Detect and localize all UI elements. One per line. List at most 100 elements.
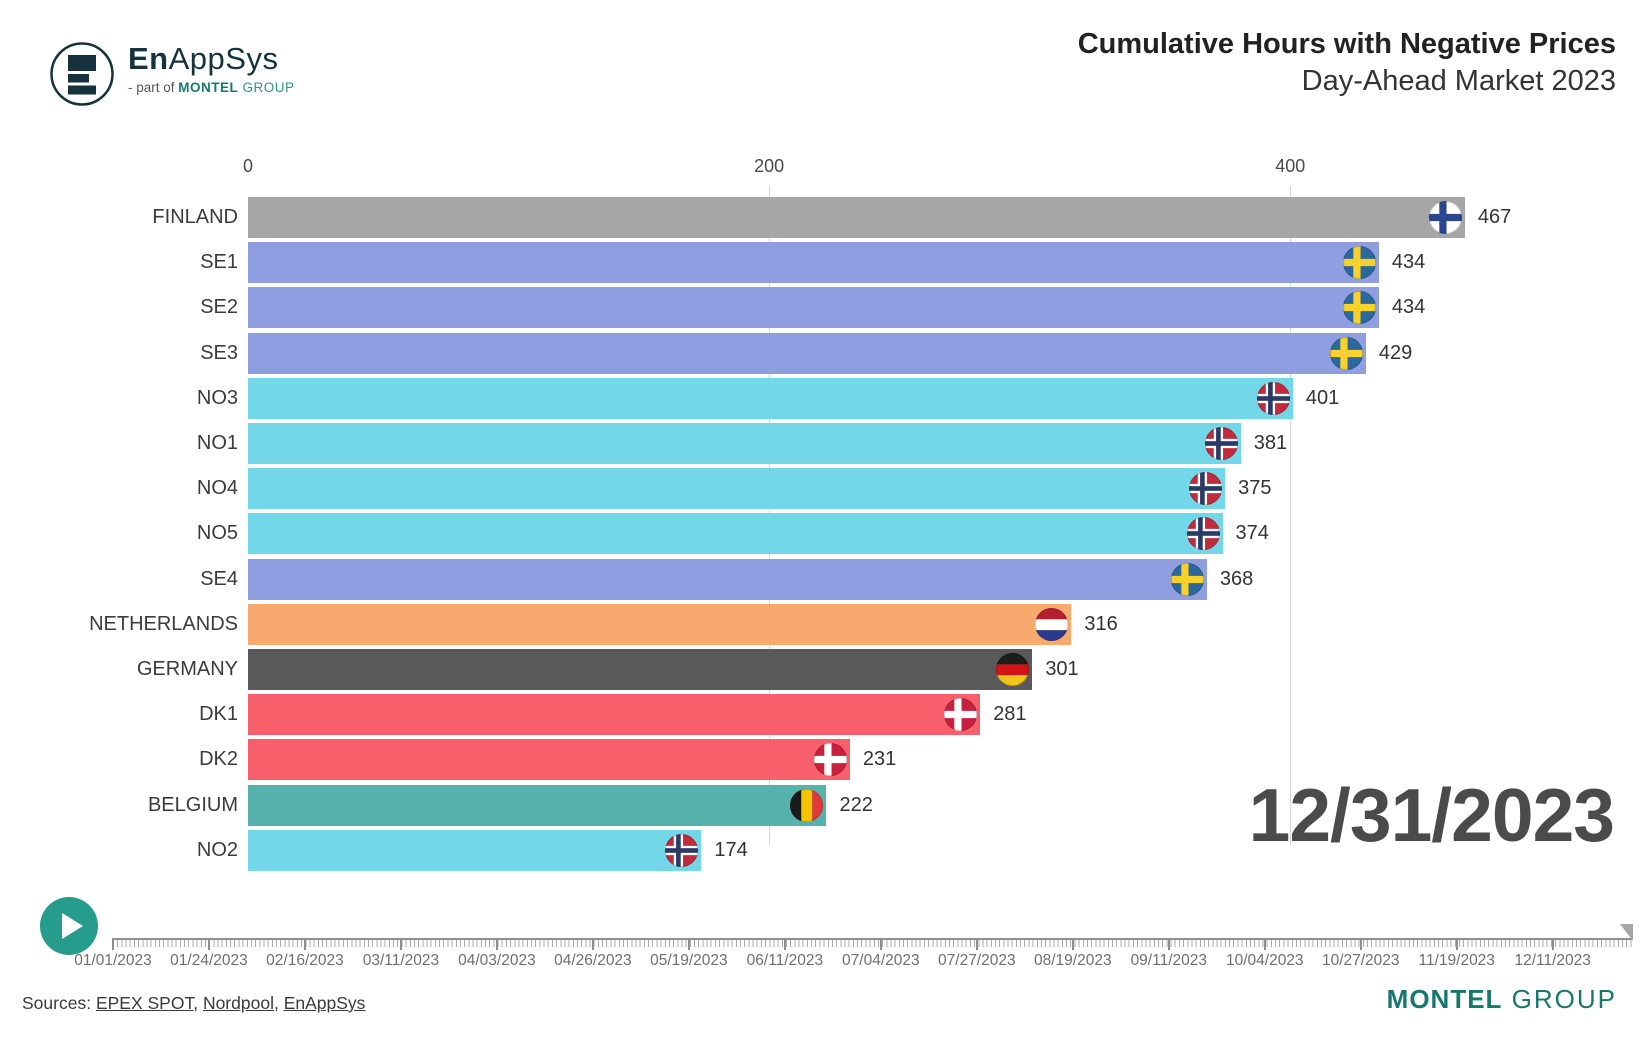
bar-no3: [248, 377, 1293, 419]
sweden-flag-icon: [1342, 246, 1376, 280]
bar-no5: [248, 513, 1223, 555]
netherlands-flag-icon: [1035, 607, 1069, 641]
bar-label-se1: SE1: [200, 251, 238, 274]
bar-value-se4: 368: [1219, 567, 1254, 590]
norway-flag-icon: [665, 833, 699, 867]
timeline-tick-6: [687, 938, 690, 950]
bar-value-se2: 434: [1391, 296, 1426, 319]
norway-flag-icon: [1186, 517, 1220, 551]
title-block: Cumulative Hours with Negative Prices Da…: [1078, 26, 1616, 100]
gridline-400: [1290, 186, 1292, 845]
bar-finland: [248, 197, 1465, 238]
source-link-epex-spot[interactable]: EPEX SPOT: [95, 993, 194, 1013]
x-axis-tick-400: 400: [1275, 156, 1306, 176]
sweden-flag-icon: [1342, 291, 1376, 325]
bar-label-germany: GERMANY: [136, 658, 238, 680]
montel-wordmark: MONTEL: [1386, 984, 1503, 1014]
sweden-flag-icon: [1329, 336, 1363, 370]
timeline-tick-7: [783, 938, 786, 950]
bar-se4: [248, 558, 1207, 600]
finland-flag-icon: [1428, 201, 1462, 234]
timeline-thumb[interactable]: [1620, 924, 1633, 941]
source-link-enappsys[interactable]: EnAppSys: [283, 993, 366, 1013]
brand-appsys: AppSys: [168, 41, 279, 76]
bar-value-no2: 174: [714, 838, 748, 861]
chart-subtitle: Day-Ahead Market 2023: [1301, 65, 1616, 97]
bar-label-dk2: DK2: [199, 748, 238, 771]
bar-value-germany: 301: [1045, 658, 1079, 680]
timeline-date-label-11: 09/11/2023: [1130, 952, 1207, 969]
bar-value-no5: 374: [1235, 522, 1269, 545]
bar-label-no1: NO1: [196, 432, 238, 454]
sources-links: EPEX SPOT, Nordpool, EnAppSys: [95, 993, 366, 1013]
bar-no1: [248, 423, 1241, 464]
bar-value-se1: 434: [1391, 251, 1426, 274]
bar-label-finland: FINLAND: [152, 206, 238, 228]
sources-prefix: Sources:: [22, 993, 96, 1013]
bar-se1: [248, 242, 1379, 284]
timeline-tick-8: [879, 938, 882, 950]
bar-label-no3: NO3: [196, 386, 238, 409]
norway-flag-icon: [1256, 381, 1290, 415]
bar-label-no5: NO5: [196, 522, 238, 545]
timeline-date-label-10: 08/19/2023: [1034, 952, 1112, 969]
bar-label-no4: NO4: [196, 477, 238, 500]
chart-title: Cumulative Hours with Negative Prices: [1077, 28, 1616, 60]
bar-dk1: [248, 694, 981, 736]
timeline-date-label-1: 01/24/2023: [170, 952, 248, 969]
bar-value-no1: 381: [1253, 432, 1288, 454]
logo-text: EnAppSys - part of MONTEL GROUP: [128, 41, 295, 96]
timeline-tick-15: [1551, 938, 1554, 950]
tagline-group: GROUP: [238, 80, 295, 95]
germany-flag-icon: [996, 653, 1030, 686]
enappsys-logo-icon: [50, 42, 114, 106]
bar-value-dk2: 231: [862, 748, 897, 771]
logo-tagline: - part of MONTEL GROUP: [128, 80, 295, 95]
timeline-tick-9: [975, 938, 978, 950]
timeline-date-label-4: 04/03/2023: [458, 952, 536, 969]
timeline-date-label-12: 10/04/2023: [1225, 952, 1304, 969]
timeline-tick-4: [495, 938, 498, 950]
timeline-date-label-3: 03/11/2023: [362, 952, 440, 969]
bar-label-no2: NO2: [196, 838, 238, 861]
bar-label-dk1: DK1: [199, 703, 238, 726]
timeline-date-label-7: 06/11/2023: [746, 952, 824, 969]
timeline-date-label-2: 02/16/2023: [266, 952, 344, 969]
x-axis-tick-200: 200: [754, 156, 785, 176]
play-button[interactable]: [40, 897, 98, 955]
sweden-flag-icon: [1170, 562, 1204, 596]
x-axis-tick-0: 0: [242, 156, 254, 176]
timeline-tick-2: [303, 938, 306, 950]
denmark-flag-icon: [813, 743, 847, 777]
timeline-tick-11: [1167, 938, 1170, 950]
belgium-flag-icon: [790, 788, 824, 822]
timeline-date-label-14: 11/19/2023: [1418, 952, 1495, 969]
timeline-tick-12: [1263, 938, 1266, 950]
bar-value-dk1: 281: [993, 703, 1027, 726]
bar-se3: [248, 332, 1366, 374]
bar-label-netherlands: NETHERLANDS: [89, 612, 238, 635]
timeline-tick-1: [207, 938, 210, 950]
bar-value-no4: 375: [1238, 477, 1272, 500]
bar-dk2: [248, 739, 850, 781]
timeline-date-label-6: 05/19/2023: [650, 952, 728, 969]
timeline-date-label-5: 04/26/2023: [554, 952, 632, 969]
timeline-date-label-0: 01/01/2023: [74, 952, 152, 969]
tagline-prefix: - part of: [128, 80, 179, 95]
bar-label-se3: SE3: [200, 341, 238, 364]
timeline-date-label-15: 12/11/2023: [1514, 952, 1591, 969]
bar-no2: [248, 829, 702, 871]
timeline-tick-14: [1455, 938, 1458, 950]
denmark-flag-icon: [944, 698, 978, 732]
bar-no4: [248, 468, 1226, 510]
norway-flag-icon: [1204, 427, 1238, 460]
sources-line: Sources: EPEX SPOT, Nordpool, EnAppSys: [22, 993, 365, 1014]
montel-group-logo: MONTEL GROUP: [1387, 984, 1617, 1015]
timeline-ruler[interactable]: [113, 938, 1632, 947]
bar-label-belgium: BELGIUM: [147, 793, 238, 816]
bar-label-se2: SE2: [200, 296, 238, 319]
bar-se2: [248, 287, 1379, 329]
source-link-nordpool[interactable]: Nordpool: [202, 993, 274, 1013]
bar-value-no3: 401: [1305, 386, 1340, 409]
